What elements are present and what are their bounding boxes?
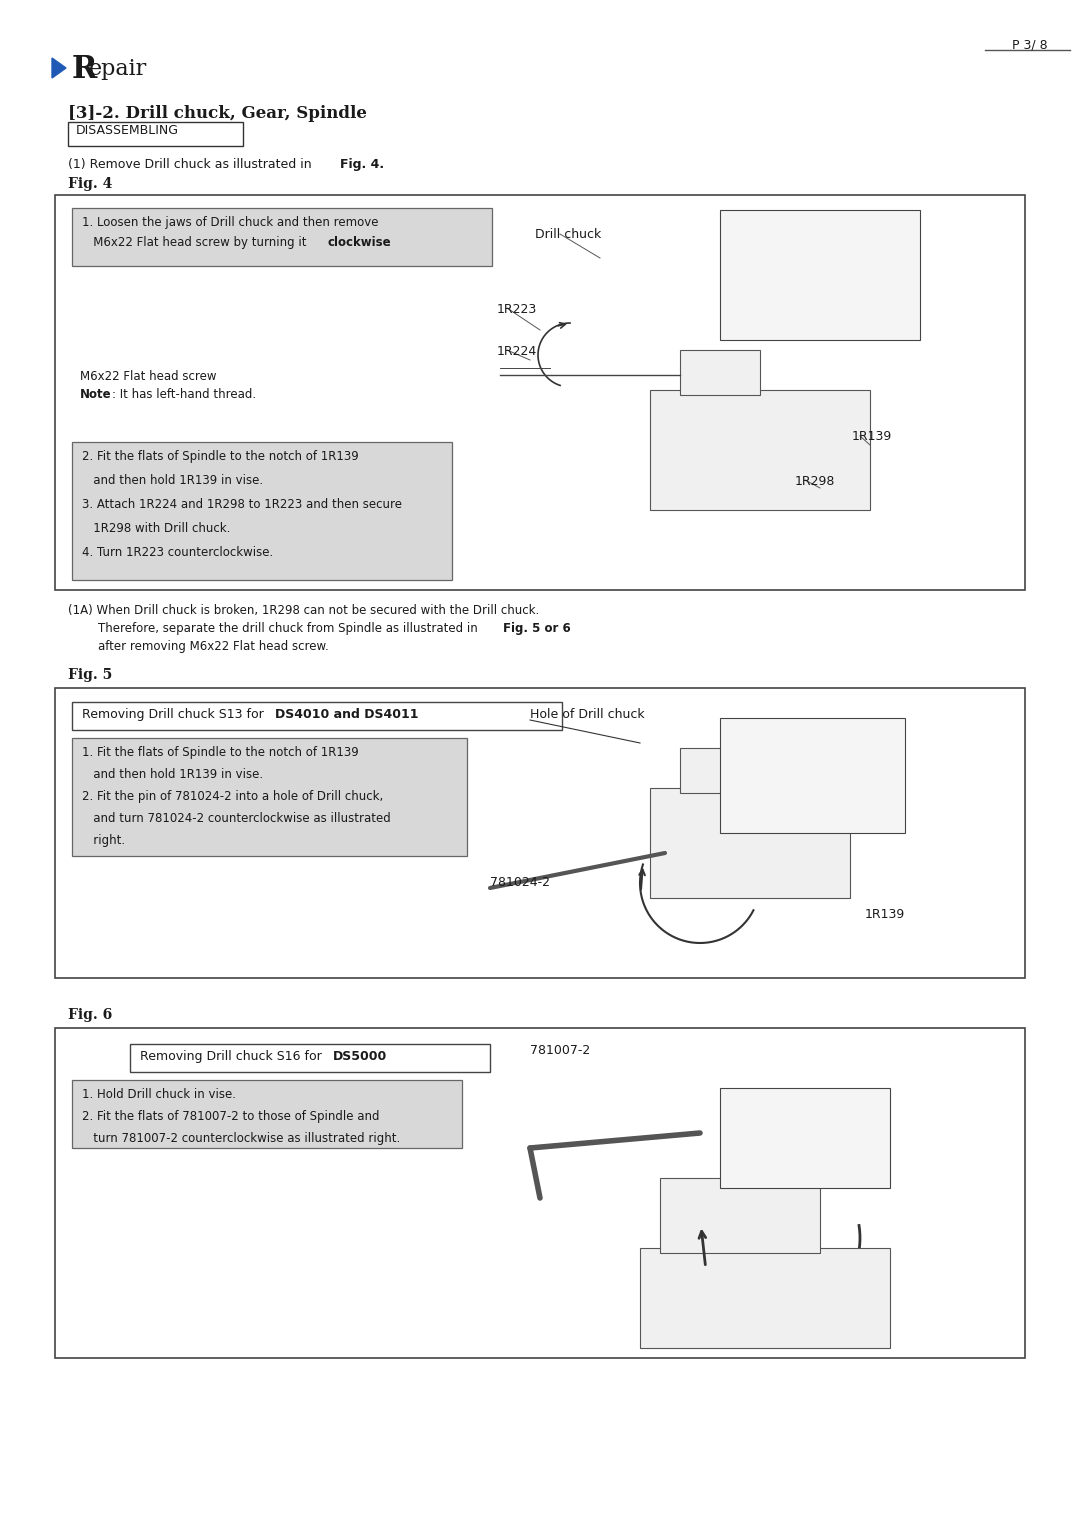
FancyBboxPatch shape xyxy=(130,1044,490,1072)
Text: DS5000: DS5000 xyxy=(333,1051,388,1063)
FancyBboxPatch shape xyxy=(720,211,920,341)
Text: 1R139: 1R139 xyxy=(852,431,892,443)
Text: 2. Fit the flats of Spindle to the notch of 1R139: 2. Fit the flats of Spindle to the notch… xyxy=(82,450,359,463)
Text: epair: epair xyxy=(89,58,147,79)
Text: 781007-2: 781007-2 xyxy=(530,1044,591,1057)
Text: .: . xyxy=(387,237,391,249)
Text: Fig. 4: Fig. 4 xyxy=(68,177,112,191)
Text: 3. Attach 1R224 and 1R298 to 1R223 and then secure: 3. Attach 1R224 and 1R298 to 1R223 and t… xyxy=(82,498,402,512)
FancyBboxPatch shape xyxy=(55,195,1025,589)
FancyBboxPatch shape xyxy=(72,441,453,580)
FancyBboxPatch shape xyxy=(55,689,1025,977)
Text: Fig. 4.: Fig. 4. xyxy=(340,157,384,171)
Text: 781024-2: 781024-2 xyxy=(490,876,550,889)
Text: and then hold 1R139 in vise.: and then hold 1R139 in vise. xyxy=(82,768,264,780)
Text: 1R298: 1R298 xyxy=(795,475,835,489)
Text: Fig. 5: Fig. 5 xyxy=(68,667,112,683)
FancyBboxPatch shape xyxy=(650,788,850,898)
FancyBboxPatch shape xyxy=(660,1177,820,1254)
FancyBboxPatch shape xyxy=(680,748,740,793)
Polygon shape xyxy=(52,58,66,78)
Text: 1R139: 1R139 xyxy=(865,909,905,921)
FancyBboxPatch shape xyxy=(72,208,492,266)
Text: Fig. 6: Fig. 6 xyxy=(68,1008,112,1022)
Text: and then hold 1R139 in vise.: and then hold 1R139 in vise. xyxy=(82,473,264,487)
Text: 1. Loosen the jaws of Drill chuck and then remove: 1. Loosen the jaws of Drill chuck and th… xyxy=(82,215,378,229)
FancyBboxPatch shape xyxy=(72,738,467,857)
Text: M6x22 Flat head screw: M6x22 Flat head screw xyxy=(80,370,216,383)
FancyBboxPatch shape xyxy=(72,702,562,730)
Text: (1) Remove Drill chuck as illustrated in: (1) Remove Drill chuck as illustrated in xyxy=(68,157,315,171)
Text: 4. Turn 1R223 counterclockwise.: 4. Turn 1R223 counterclockwise. xyxy=(82,547,273,559)
Text: clockwise: clockwise xyxy=(327,237,391,249)
FancyBboxPatch shape xyxy=(650,389,870,510)
Text: 2. Fit the flats of 781007-2 to those of Spindle and: 2. Fit the flats of 781007-2 to those of… xyxy=(82,1110,379,1122)
FancyBboxPatch shape xyxy=(720,1089,890,1188)
FancyBboxPatch shape xyxy=(640,1248,890,1348)
Text: Removing Drill chuck S16 for: Removing Drill chuck S16 for xyxy=(140,1051,326,1063)
Text: P 3/ 8: P 3/ 8 xyxy=(1012,38,1048,50)
Text: DISASSEMBLING: DISASSEMBLING xyxy=(76,124,179,137)
Text: M6x22 Flat head screw by turning it: M6x22 Flat head screw by turning it xyxy=(82,237,310,249)
FancyBboxPatch shape xyxy=(68,122,243,147)
Text: Fig. 5 or 6: Fig. 5 or 6 xyxy=(503,621,570,635)
FancyBboxPatch shape xyxy=(55,1028,1025,1358)
Text: : It has left-hand thread.: : It has left-hand thread. xyxy=(112,388,256,402)
Text: 2. Fit the pin of 781024-2 into a hole of Drill chuck,: 2. Fit the pin of 781024-2 into a hole o… xyxy=(82,789,383,803)
Text: [3]-2. Drill chuck, Gear, Spindle: [3]-2. Drill chuck, Gear, Spindle xyxy=(68,105,367,122)
Text: after removing M6x22 Flat head screw.: after removing M6x22 Flat head screw. xyxy=(68,640,328,654)
Text: Therefore, separate the drill chuck from Spindle as illustrated in: Therefore, separate the drill chuck from… xyxy=(68,621,482,635)
Text: 1. Fit the flats of Spindle to the notch of 1R139: 1. Fit the flats of Spindle to the notch… xyxy=(82,747,359,759)
Text: turn 781007-2 counterclockwise as illustrated right.: turn 781007-2 counterclockwise as illust… xyxy=(82,1132,401,1145)
Text: 1. Hold Drill chuck in vise.: 1. Hold Drill chuck in vise. xyxy=(82,1089,237,1101)
Text: Drill chuck: Drill chuck xyxy=(535,228,602,241)
Text: 1R223: 1R223 xyxy=(497,302,537,316)
FancyBboxPatch shape xyxy=(720,718,905,834)
Text: Removing Drill chuck S13 for: Removing Drill chuck S13 for xyxy=(82,709,268,721)
Text: 1R224: 1R224 xyxy=(497,345,537,357)
Text: (1A) When Drill chuck is broken, 1R298 can not be secured with the Drill chuck.: (1A) When Drill chuck is broken, 1R298 c… xyxy=(68,605,539,617)
Text: DS4010 and DS4011: DS4010 and DS4011 xyxy=(275,709,419,721)
FancyBboxPatch shape xyxy=(72,1080,462,1148)
Text: 1R298 with Drill chuck.: 1R298 with Drill chuck. xyxy=(82,522,230,534)
Text: Hole of Drill chuck: Hole of Drill chuck xyxy=(530,709,645,721)
Text: R: R xyxy=(72,53,97,86)
Text: Note: Note xyxy=(80,388,111,402)
Text: right.: right. xyxy=(82,834,125,847)
FancyBboxPatch shape xyxy=(680,350,760,395)
Text: and turn 781024-2 counterclockwise as illustrated: and turn 781024-2 counterclockwise as il… xyxy=(82,812,391,825)
